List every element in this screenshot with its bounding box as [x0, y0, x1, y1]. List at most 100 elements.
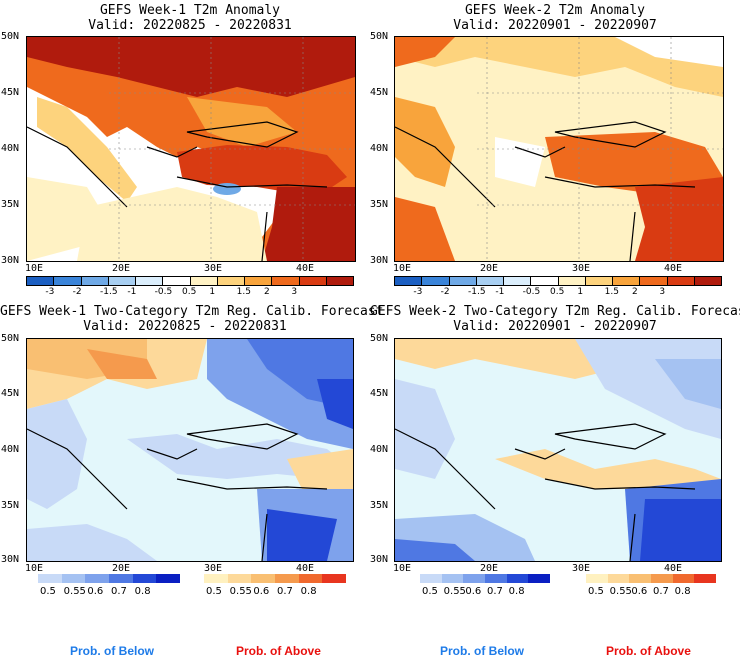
- lat-label-45n: 45N: [1, 388, 20, 399]
- lon-label-20e: 20E: [112, 563, 131, 574]
- prob-swatch: [322, 574, 347, 583]
- below-colorbar: [420, 574, 551, 583]
- lat-label-50n: 50N: [370, 31, 389, 42]
- colorbar-swatch: [504, 277, 532, 285]
- lon-label-30e: 30E: [572, 563, 591, 574]
- prob-swatch: [586, 574, 608, 583]
- lat-label-30n: 30N: [370, 255, 389, 266]
- colorbar-label: -1.5: [468, 287, 486, 297]
- colorbar-swatch: [136, 277, 164, 285]
- colorbar-label: -1: [495, 287, 505, 297]
- legend-prob-above-left: Prob. of Above: [236, 644, 321, 658]
- prob-colorbar-label: 0.7: [111, 586, 127, 597]
- prob-colorbar-label: 0.8: [300, 586, 317, 597]
- prob-swatch: [298, 574, 323, 583]
- colorbar-swatch: [531, 277, 559, 285]
- lon-label-10e: 10E: [25, 263, 44, 274]
- colorbar-label: -3: [413, 287, 423, 297]
- above-colorbar-labels: 0.5 0.55 0.6 0.7 0.8: [204, 586, 346, 597]
- lat-label-35n: 35N: [370, 500, 389, 511]
- panel-title: GEFS Week-1 Two-Category T2m Reg. Calib.…: [0, 304, 384, 319]
- colorbar-swatch: [108, 277, 136, 285]
- prob-colorbar-label: 0.6: [631, 586, 648, 597]
- prob-colorbar-label: 0.7: [487, 586, 503, 597]
- lat-label-40n: 40N: [370, 143, 389, 154]
- colorbar-swatch: [585, 277, 613, 285]
- colorbar-swatch: [326, 277, 353, 285]
- prob-swatch: [506, 574, 529, 583]
- lat-label-40n: 40N: [370, 444, 389, 455]
- colorbar-swatch: [449, 277, 477, 285]
- prob-swatch: [109, 574, 133, 583]
- probability-map-week2: [394, 338, 722, 562]
- prob-colorbar-label: 0.6: [253, 586, 270, 597]
- lon-label-30e: 30E: [204, 563, 223, 574]
- below-colorbar: [38, 574, 181, 583]
- lon-label-40e: 40E: [296, 563, 315, 574]
- lat-label-50n: 50N: [1, 333, 20, 344]
- prob-swatch: [61, 574, 86, 583]
- colorbar-swatch: [272, 277, 300, 285]
- panel-valid: Valid: 20220825 - 20220831: [83, 319, 287, 334]
- lat-label-30n: 30N: [1, 554, 20, 565]
- lon-label-10e: 10E: [393, 563, 412, 574]
- panel-week2-anomaly: GEFS Week-2 T2m Anomaly Valid: 20220901 …: [370, 0, 740, 300]
- prob-colorbar-label: 0.5: [40, 586, 56, 597]
- prob-colorbar-label: 0.8: [674, 586, 691, 597]
- prob-swatch: [204, 574, 228, 583]
- colorbar-label: -0.5: [154, 287, 173, 297]
- above-colorbar: [204, 574, 347, 583]
- colorbar-swatch: [81, 277, 109, 285]
- below-colorbar-labels: 0.5 0.55 0.6 0.7 0.8: [420, 586, 550, 597]
- lon-label-20e: 20E: [480, 263, 499, 274]
- lon-label-30e: 30E: [572, 263, 591, 274]
- prob-swatch: [607, 574, 630, 583]
- colorbar-label: -2: [440, 287, 450, 297]
- colorbar-label: -1: [127, 287, 137, 297]
- prob-swatch: [38, 574, 62, 583]
- prob-swatch: [156, 574, 181, 583]
- prob-swatch: [485, 574, 507, 583]
- colorbar-label: -0.5: [522, 287, 541, 297]
- colorbar-swatch: [558, 277, 586, 285]
- below-colorbar-labels: 0.5 0.55 0.6 0.7 0.8: [38, 586, 180, 597]
- colorbar-swatch: [694, 277, 721, 285]
- colorbar-swatch: [27, 277, 55, 285]
- panel-week1-probability: GEFS Week-1 Two-Category T2m Reg. Calib.…: [0, 302, 384, 602]
- colorbar-swatch: [299, 277, 327, 285]
- lon-label-20e: 20E: [112, 263, 131, 274]
- prob-swatch: [463, 574, 486, 583]
- lon-label-40e: 40E: [296, 263, 315, 274]
- lat-label-45n: 45N: [370, 87, 389, 98]
- lon-label-10e: 10E: [393, 263, 412, 274]
- colorbar-label: -2: [72, 287, 82, 297]
- lat-label-50n: 50N: [370, 333, 389, 344]
- prob-colorbar-label: 0.55: [229, 586, 252, 597]
- prob-colorbar-label: 0.5: [588, 586, 604, 597]
- colorbar-label: 1.5: [236, 287, 251, 297]
- above-colorbar-labels: 0.5 0.55 0.6 0.7 0.8: [586, 586, 716, 597]
- colorbar-label: 3: [659, 287, 666, 297]
- prob-swatch: [651, 574, 673, 583]
- colorbar-swatch: [395, 277, 423, 285]
- panel-valid: Valid: 20220825 - 20220831: [88, 18, 292, 33]
- legend-prob-below-left: Prob. of Below: [70, 644, 154, 658]
- colorbar-label: 0.5: [182, 287, 197, 297]
- prob-swatch: [85, 574, 110, 583]
- panel-week2-probability: GEFS Week-2 Two-Category T2m Reg. Calib.…: [370, 302, 740, 602]
- colorbar-swatch: [217, 277, 245, 285]
- lat-label-35n: 35N: [370, 199, 389, 210]
- prob-swatch: [629, 574, 652, 583]
- lat-label-50n: 50N: [1, 31, 20, 42]
- prob-colorbar-label: 0.8: [508, 586, 525, 597]
- colorbar-swatch: [667, 277, 695, 285]
- colorbar-label: 2: [632, 287, 638, 297]
- prob-swatch: [275, 574, 299, 583]
- anomaly-map-week2: [394, 36, 724, 262]
- panel-week1-anomaly: GEFS Week-1 T2m Anomaly Valid: 20220825 …: [0, 0, 370, 300]
- prob-colorbar-label: 0.55: [63, 586, 86, 597]
- lat-label-40n: 40N: [1, 143, 20, 154]
- lat-label-30n: 30N: [370, 554, 389, 565]
- prob-swatch: [672, 574, 695, 583]
- panel-title: GEFS Week-1 T2m Anomaly: [99, 3, 280, 18]
